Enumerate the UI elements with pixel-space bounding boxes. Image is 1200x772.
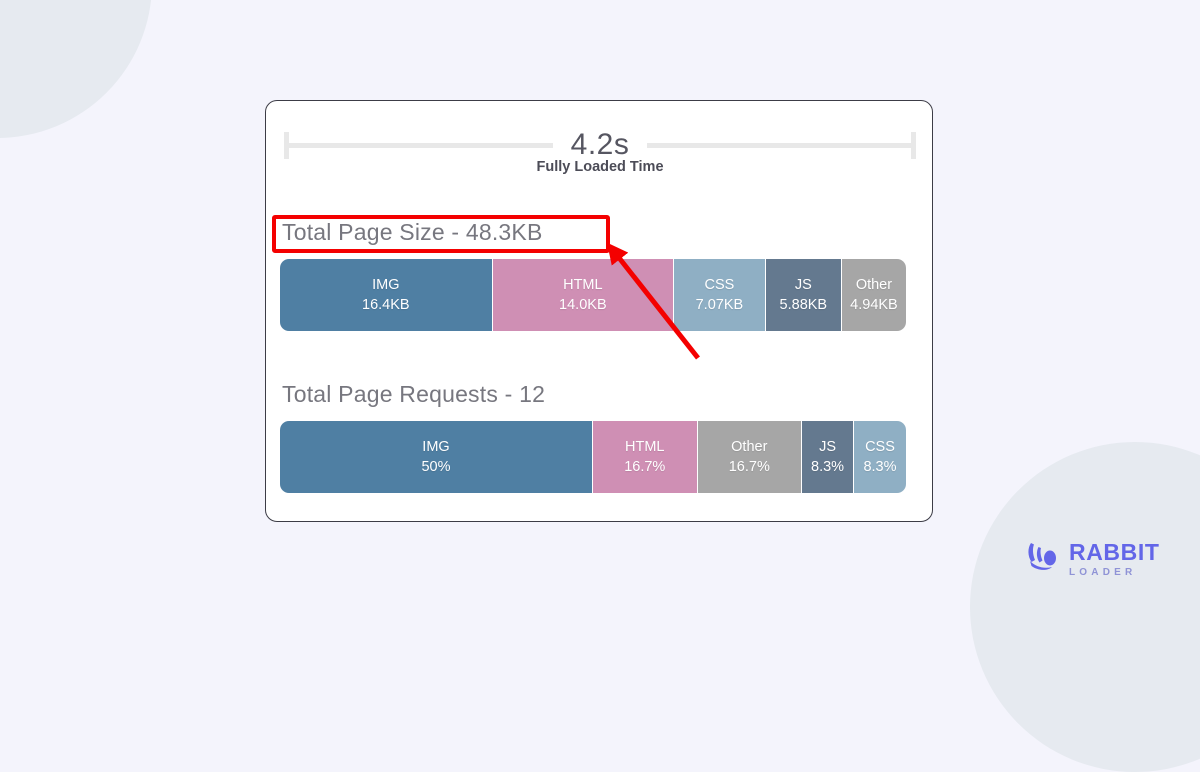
page-requests-title: Total Page Requests - 12	[282, 381, 546, 407]
bar-segment-other: Other 16.7%	[697, 421, 803, 493]
bar-segment-js: JS 5.88KB	[765, 259, 842, 331]
bar-segment-img: IMG 16.4KB	[280, 259, 493, 331]
fully-loaded-time-caption: Fully Loaded Time	[536, 159, 664, 175]
bar-segment-css: CSS 7.07KB	[674, 259, 766, 331]
segment-label: JS	[794, 277, 812, 293]
ruler-left	[284, 132, 553, 159]
segment-label: Other	[731, 439, 768, 455]
fully-loaded-time-value: 4.2s	[570, 128, 630, 161]
segment-label: CSS	[704, 277, 735, 293]
segment-value: 16.4KB	[362, 297, 410, 313]
bar-segment-css: CSS 8.3%	[854, 421, 906, 493]
segment-value: 8.3%	[811, 459, 845, 475]
page-size-bar: IMG 16.4KB HTML 14.0KB CSS 7.07KB JS 5.88KB Othe…	[280, 259, 906, 331]
segment-label: IMG	[422, 439, 450, 455]
segment-value: 16.7%	[624, 459, 666, 475]
bar-segment-js: JS 8.3%	[802, 421, 855, 493]
segment-value: 7.07KB	[695, 297, 744, 313]
rabbit-icon	[1028, 543, 1056, 570]
bar-segment-img: IMG 50%	[280, 421, 593, 493]
page-size-title: Total Page Size - 48.3KB	[282, 219, 543, 245]
segment-label: HTML	[625, 439, 665, 455]
segment-value: 5.88KB	[779, 297, 828, 313]
bar-segment-other: Other 4.94KB	[841, 259, 906, 331]
rabbitloader-logo: RABBIT LOADER	[1022, 534, 1174, 584]
logo-title: RABBIT	[1069, 538, 1160, 565]
segment-label: CSS	[865, 439, 895, 455]
background-circle-top-left	[0, 0, 152, 138]
logo-text: RABBIT LOADER	[1069, 538, 1160, 578]
ruler-right	[647, 132, 916, 159]
segment-value: 16.7%	[728, 459, 770, 475]
fully-loaded-time-row: 4.2s	[284, 123, 916, 167]
segment-label: Other	[855, 277, 893, 293]
performance-report-card: 4.2s Fully Loaded Time Total Page Size -…	[265, 100, 933, 522]
logo-subtitle: LOADER	[1069, 566, 1137, 578]
ruler-left-cap	[284, 132, 289, 159]
segment-value: 14.0KB	[559, 297, 607, 313]
ruler-left-line	[284, 143, 553, 148]
ruler-right-cap	[911, 132, 916, 159]
segment-label: JS	[819, 439, 836, 455]
segment-value: 4.94KB	[850, 297, 898, 313]
background-circle-bottom-right	[970, 442, 1200, 772]
page-requests-bar: IMG 50% HTML 16.7% Other 16.7% JS 8.3% CSS 8.3%	[280, 421, 906, 493]
ruler-right-line	[647, 143, 916, 148]
segment-label: IMG	[372, 277, 400, 293]
bar-segment-html: HTML 16.7%	[593, 421, 698, 493]
bar-segment-html: HTML 14.0KB	[492, 259, 675, 331]
segment-value: 50%	[421, 459, 451, 475]
segment-label: HTML	[563, 277, 603, 293]
segment-value: 8.3%	[863, 459, 897, 475]
